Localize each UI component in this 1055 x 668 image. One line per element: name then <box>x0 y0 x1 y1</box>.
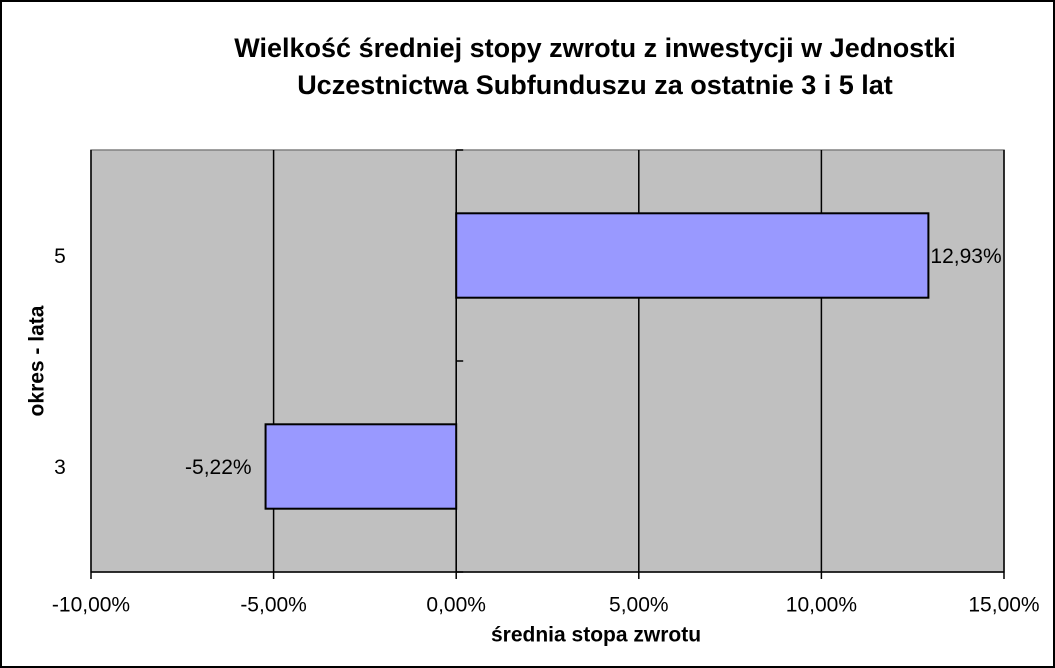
bar <box>264 423 458 510</box>
chart-title: Wielkość średniej stopy zwrotu z inwesty… <box>234 33 956 100</box>
x-tick-label: 15,00% <box>968 594 1039 617</box>
data-label: -5,22% <box>185 456 252 479</box>
x-tick-label: -5,00% <box>240 594 307 617</box>
y-tick-label: 3 <box>54 456 66 479</box>
x-tick-label: 10,00% <box>786 594 857 617</box>
y-tick-label: 5 <box>54 245 66 268</box>
bar <box>455 212 930 299</box>
x-tick-label: 0,00% <box>426 594 486 617</box>
y-axis-label: okres - lata <box>26 305 49 416</box>
data-label: 12,93% <box>930 245 1001 268</box>
x-axis-label: średnia stopa zwrotu <box>491 624 701 647</box>
x-tick-label: -10,00% <box>52 594 130 617</box>
x-tick-label: 5,00% <box>609 594 669 617</box>
